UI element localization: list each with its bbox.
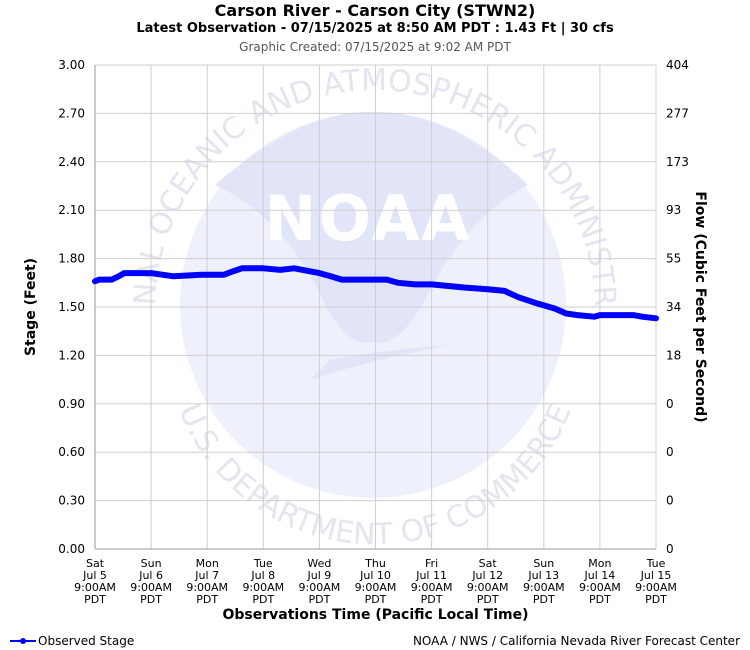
observed-stage-point: [384, 277, 390, 283]
y2-tick-label: 173: [666, 155, 689, 169]
observed-stage-point: [121, 270, 127, 276]
y2-tick-label: 55: [666, 252, 681, 266]
grid-lines: [94, 64, 657, 550]
watermark-wave-shape: [310, 345, 450, 380]
chart-title: Carson River - Carson City (STWN2): [214, 1, 536, 20]
observed-stage-point: [221, 272, 227, 278]
x-tick-label: Wed Jul 9 9:00AM PDT: [299, 557, 341, 606]
observed-stage-point: [277, 267, 283, 273]
observed-stage-point: [148, 270, 154, 276]
observed-stage-point: [631, 312, 637, 318]
y2-tick-label: 0: [666, 542, 674, 556]
observed-stage-point: [316, 270, 322, 276]
y-tick-label: 0.30: [58, 494, 85, 508]
observed-stage-point: [516, 294, 522, 300]
y-tick-label: 2.10: [58, 203, 85, 217]
watermark-noaa-text: NOAA: [265, 182, 472, 255]
observed-stage-point: [229, 268, 235, 275]
legend-label: Observed Stage: [38, 634, 135, 648]
observed-stage-point: [339, 277, 345, 283]
x-tick-label: Sat Jul 12 9:00AM PDT: [467, 557, 509, 606]
x-tick-label: Thu Jul 10 9:00AM PDT: [355, 557, 397, 606]
y-tick-label: 1.50: [58, 300, 85, 314]
y-tick-label: 3.00: [58, 58, 85, 72]
x-tick-label: Tue Jul 15 9:00AM PDT: [635, 557, 677, 606]
y-axis-label: Stage (Feet): [23, 257, 39, 357]
observed-stage-point: [170, 273, 177, 279]
observed-stage-point: [574, 312, 581, 318]
legend: Observed Stage: [10, 634, 134, 648]
credit-text: NOAA / NWS / California Nevada River For…: [412, 634, 740, 648]
observed-stage-point: [291, 265, 297, 271]
left-axis-ticks: 0.00 0.30 0.60 0.90 1.20 1.50 1.80 2.10 2.40 2.70…: [58, 58, 85, 556]
x-tick-label: Sun Jul 13 9:00AM PDT: [523, 557, 565, 606]
x-tick-label: Mon Jul 14 9:00AM PDT: [579, 557, 621, 606]
x-tick-label: Mon Jul 7 9:00AM PDT: [186, 557, 228, 606]
observed-stage-point: [395, 280, 401, 286]
observed-stage-point: [597, 312, 603, 318]
watermark-bird-shape: [215, 111, 528, 343]
right-axis-ticks: 0 0 0 0 18 34 55 93 173 277 404: [666, 58, 689, 556]
y-tick-label: 0.60: [58, 445, 85, 459]
y-tick-label: 0.90: [58, 397, 85, 411]
observed-stage-point: [260, 265, 266, 271]
observed-stage-point: [535, 301, 541, 307]
legend-swatch: [10, 636, 36, 646]
observed-stage-point: [239, 265, 245, 271]
observed-stage-point: [485, 286, 491, 292]
latest-observation: Latest Observation - 07/15/2025 at 8:50 …: [136, 21, 614, 36]
y2-tick-label: 93: [666, 203, 681, 217]
observed-stage-point: [96, 277, 103, 283]
noaa-watermark: NOAA NATIONAL OCEANIC AND ATMOSPHERIC AD…: [0, 0, 622, 553]
y2-tick-label: 404: [666, 58, 689, 72]
y2-tick-label: 18: [666, 348, 681, 362]
observed-stage-series: [92, 265, 659, 322]
x-tick-label: Sat Jul 5 9:00AM PDT: [74, 557, 116, 606]
y2-axis-label: Flow (Cubic Feet per Second): [692, 191, 708, 423]
y-tick-label: 2.70: [58, 106, 85, 120]
observed-stage-point: [653, 315, 659, 321]
x-tick-label: Sun Jul 6 9:00AM PDT: [130, 557, 172, 606]
observed-stage-point: [552, 306, 558, 312]
observed-stage-point: [109, 277, 115, 283]
observed-stage-point: [199, 272, 205, 278]
x-tick-label: Tue Jul 8 9:00AM PDT: [242, 557, 284, 606]
observed-stage-point: [328, 273, 334, 279]
observed-stage-point: [92, 278, 98, 284]
observed-stage-point: [445, 283, 451, 289]
y2-tick-label: 0: [666, 397, 674, 411]
observed-stage-point: [501, 288, 508, 294]
observed-stage-point: [591, 314, 597, 320]
y2-tick-label: 34: [666, 300, 681, 314]
y-tick-label: 1.80: [58, 252, 85, 266]
observed-stage-point: [134, 270, 140, 276]
observed-stage-point: [429, 281, 435, 287]
observed-stage-point: [140, 270, 146, 276]
y2-tick-label: 277: [666, 106, 689, 120]
observed-stage-point: [614, 312, 620, 318]
x-axis-ticks: Sat Jul 5 9:00AM PDT Sun Jul 6 9:00AM PDT Mon Jul…: [74, 557, 677, 606]
x-axis-label: Observations Time (Pacific Local Time): [222, 607, 529, 623]
y-tick-label: 1.20: [58, 348, 85, 362]
observed-stage-point: [462, 285, 468, 291]
y2-tick-label: 0: [666, 494, 674, 508]
observed-stage-point: [300, 267, 306, 273]
x-tick-label: Fri Jul 11 9:00AM PDT: [411, 557, 453, 606]
y2-tick-label: 0: [666, 445, 674, 459]
graphic-created: Graphic Created: 07/15/2025 at 9:02 AM P…: [239, 40, 511, 54]
y-tick-label: 2.40: [58, 155, 85, 169]
observed-stage-point: [563, 310, 569, 317]
axes: [94, 65, 657, 550]
observed-stage-point: [639, 314, 645, 320]
observed-stage-point: [116, 273, 122, 279]
observed-stage-point: [367, 277, 373, 283]
observed-stage-point: [412, 281, 418, 287]
y-tick-label: 0.00: [58, 542, 85, 556]
observed-stage-point: [159, 272, 165, 278]
